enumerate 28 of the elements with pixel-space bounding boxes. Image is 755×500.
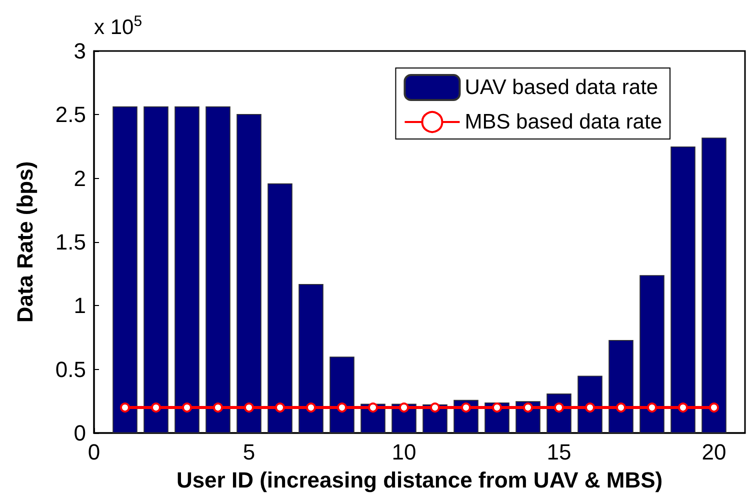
x-tick-label: 15 <box>546 440 572 464</box>
bar <box>608 340 634 433</box>
x-tick-label: 10 <box>392 440 416 464</box>
y-tick-label: 0 <box>74 420 86 446</box>
y-axis-title: Data Rate (bps) <box>12 161 38 323</box>
x-tick-label: 20 <box>702 440 726 464</box>
y-tick-label: 2 <box>74 166 86 191</box>
bar <box>670 146 696 433</box>
x-tick-label: 5 <box>242 440 256 464</box>
y-tick-label: 3 <box>74 38 86 64</box>
bar <box>578 376 602 433</box>
bar <box>112 106 138 433</box>
bar <box>268 183 292 433</box>
bar <box>640 275 664 433</box>
bar <box>144 106 168 433</box>
y-tick-label: 0.5 <box>55 356 86 382</box>
x-axis-title: User ID (increasing distance from UAV & MBS) <box>176 468 663 492</box>
bar <box>174 106 200 433</box>
bar <box>206 106 230 433</box>
bar <box>702 138 726 433</box>
y-tick-label: 1.5 <box>55 230 86 254</box>
y-tick-label: 1 <box>74 293 86 318</box>
bar <box>236 114 262 433</box>
y-tick-label: 2.5 <box>55 102 86 128</box>
legend-label: MBS based data rate <box>464 110 662 134</box>
bar <box>330 356 354 433</box>
bar <box>298 284 324 433</box>
legend-label: UAV based data rate <box>464 76 658 99</box>
